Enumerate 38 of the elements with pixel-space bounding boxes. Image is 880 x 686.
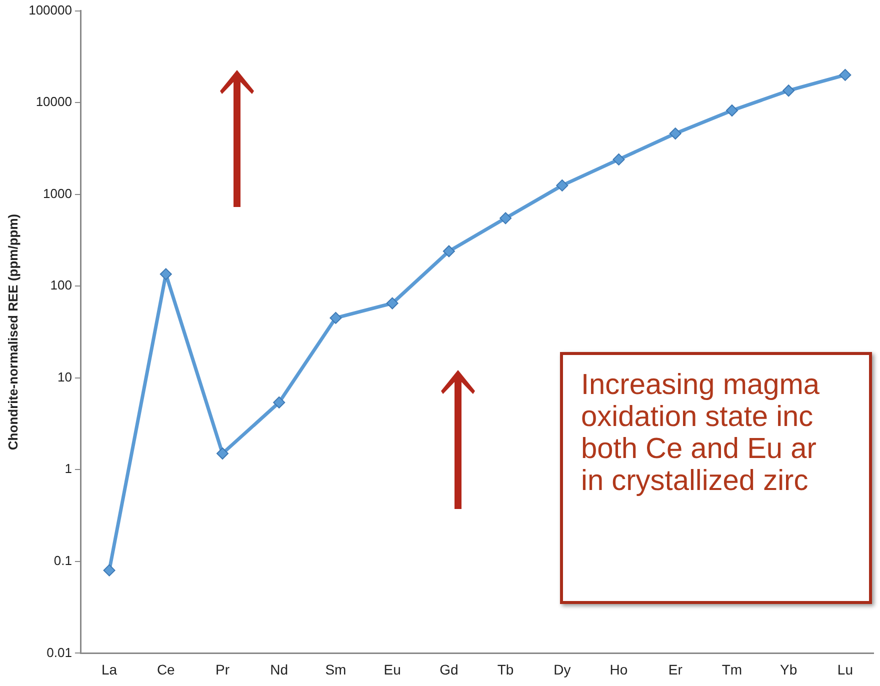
x-tick-label: Eu (384, 661, 401, 678)
point (726, 104, 738, 116)
x-tick-label: Yb (780, 661, 798, 678)
point (782, 84, 795, 97)
point (273, 396, 286, 408)
y-tick-label: 10000 (36, 94, 72, 110)
y-axis-title: Chondrite-normalised REE (ppm/ppm) (5, 214, 20, 450)
x-tick-label: Dy (554, 661, 571, 678)
point (612, 153, 625, 166)
point (556, 179, 568, 192)
point (500, 212, 512, 224)
point (442, 245, 455, 258)
x-tick-label: Tb (497, 661, 514, 678)
point (386, 297, 398, 310)
point (669, 128, 682, 140)
x-tick-label: Er (668, 661, 683, 678)
y-tick-label: 0.01 (46, 644, 72, 660)
x-tick-label: Sm (325, 661, 346, 678)
x-tick-label: Ce (156, 661, 176, 678)
x-tick-label: Pr (216, 661, 230, 678)
y-tick-label: 100 (50, 278, 72, 293)
point (160, 268, 172, 280)
point (839, 68, 852, 81)
point (216, 447, 228, 460)
x-tick-label: Nd (270, 661, 288, 678)
point (103, 564, 116, 576)
annotation: Increasing magma oxidation state inc both Ce and Eu ar in crystallized zirc (560, 352, 872, 604)
y-tick-label: 0.1 (54, 553, 72, 568)
y-tick-label: 100000 (28, 2, 72, 18)
x-tick-label: Lu (837, 661, 853, 678)
x-tick-label: La (101, 661, 118, 678)
x-tick-label: Gd (440, 661, 458, 678)
y-tick-label: 10 (58, 369, 72, 384)
y-tick-label: 1 (64, 461, 72, 476)
point (330, 312, 342, 324)
y-tick-label: 1000 (43, 186, 72, 201)
x-tick-label: Ho (610, 661, 628, 678)
x-tick-label: Tm (722, 661, 742, 678)
